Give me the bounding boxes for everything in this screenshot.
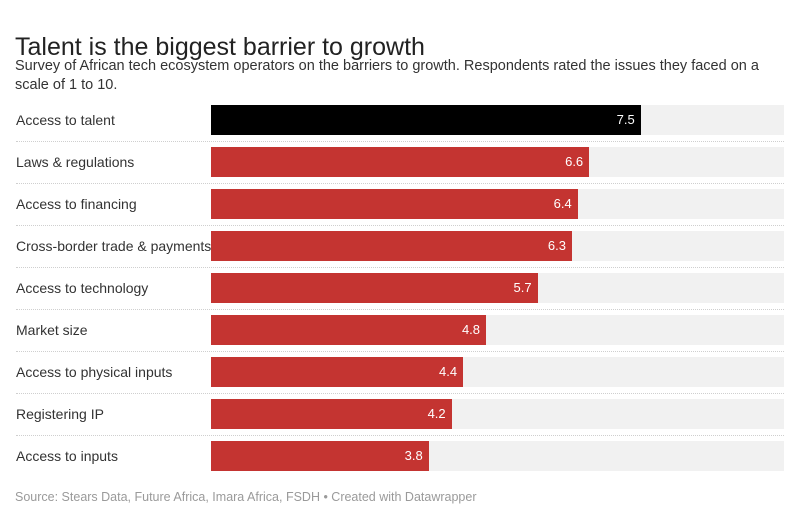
bar-track: 6.6 [211, 147, 784, 177]
bar-row: Access to financing 6.4 [0, 183, 800, 225]
row-divider [16, 351, 784, 352]
bar-track: 4.4 [211, 357, 784, 387]
bar-value-label: 4.4 [439, 364, 458, 379]
bar-row: Access to talent 7.5 [0, 99, 800, 141]
bar-row: Market size 4.8 [0, 309, 800, 351]
category-label: Access to inputs [16, 448, 118, 464]
bar-track: 4.2 [211, 399, 784, 429]
category-label: Cross-border trade & payments [16, 238, 212, 254]
bar-value-label: 3.8 [404, 448, 423, 463]
bar [211, 231, 572, 261]
bar [211, 315, 487, 345]
chart-subtitle: Survey of African tech ecosystem operato… [15, 58, 759, 93]
category-label: Registering IP [16, 406, 104, 422]
bar-value-label: 5.7 [513, 280, 532, 295]
bar-value-label: 7.5 [616, 112, 635, 127]
row-divider [16, 393, 784, 394]
category-label: Access to financing [16, 196, 137, 212]
source-note: Source: Stears Data, Future Africa, Imar… [15, 490, 477, 504]
bar-track: 3.8 [211, 441, 784, 471]
category-label: Market size [16, 322, 88, 338]
row-divider [16, 435, 784, 436]
row-divider [16, 183, 784, 184]
bar-value-label: 6.6 [565, 154, 584, 169]
bar-track: 6.3 [211, 231, 784, 261]
bar-row: Access to technology 5.7 [0, 267, 800, 309]
row-divider [16, 309, 784, 310]
bar-row: Laws & regulations 6.6 [0, 141, 800, 183]
row-divider [16, 267, 784, 268]
bar-row: Access to inputs 3.8 [0, 435, 800, 477]
category-label: Laws & regulations [16, 154, 135, 170]
bar-row: Cross-border trade & payments 6.3 [0, 225, 800, 267]
category-label: Access to physical inputs [16, 364, 173, 380]
chart-title: Talent is the biggest barrier to growth [15, 32, 425, 61]
bar [211, 189, 578, 219]
bar [211, 147, 590, 177]
bar [211, 399, 452, 429]
bar [211, 273, 538, 303]
bar-row: Registering IP 4.2 [0, 393, 800, 435]
bar-value-label: 4.2 [427, 406, 446, 421]
bar-track: 7.5 [211, 105, 784, 135]
bar-track: 5.7 [211, 273, 784, 303]
row-divider [16, 225, 784, 226]
row-divider [16, 141, 784, 142]
bar-value-label: 6.4 [553, 196, 572, 211]
category-label: Access to technology [16, 280, 149, 296]
bar-track: 4.8 [211, 315, 784, 345]
bar-track: 6.4 [211, 189, 784, 219]
bar [211, 441, 429, 471]
bar [211, 357, 464, 387]
bar [211, 105, 641, 135]
category-label: Access to talent [16, 112, 115, 128]
bar-value-label: 6.3 [547, 238, 566, 253]
bar-value-label: 4.8 [461, 322, 481, 337]
bar-row: Access to physical inputs 4.4 [0, 351, 800, 393]
bar-chart: Access to talent 7.5 Laws & regulations 6.6… [0, 99, 800, 473]
